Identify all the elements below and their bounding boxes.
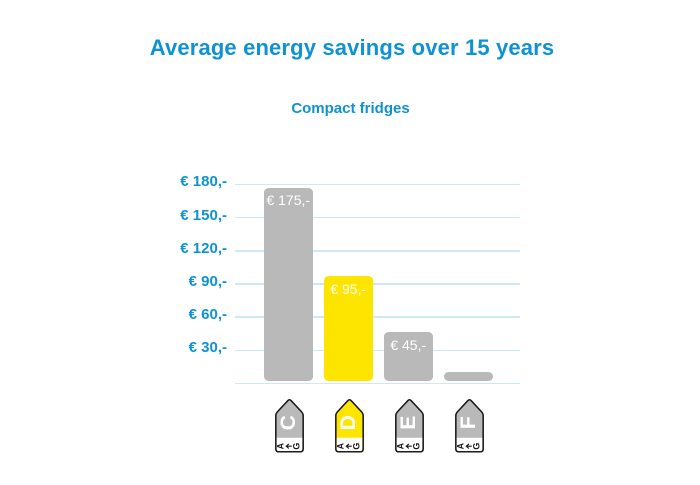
svg-text:G: G: [471, 443, 481, 450]
svg-text:E: E: [396, 416, 419, 430]
svg-text:D: D: [336, 415, 359, 430]
svg-text:F: F: [456, 416, 479, 429]
svg-text:A: A: [455, 442, 465, 449]
svg-text:A: A: [275, 442, 285, 449]
svg-text:G: G: [291, 443, 301, 450]
svg-text:G: G: [351, 443, 361, 450]
svg-text:A: A: [395, 442, 405, 449]
svg-text:A: A: [335, 442, 345, 449]
svg-text:G: G: [411, 443, 421, 450]
svg-text:C: C: [276, 415, 299, 430]
